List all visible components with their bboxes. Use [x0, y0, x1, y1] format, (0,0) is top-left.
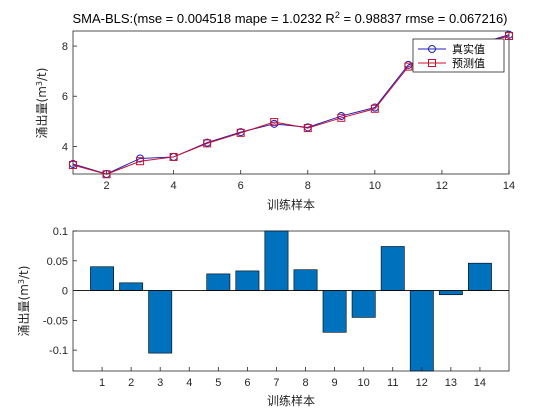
bar-x-tick-label: 3: [157, 377, 163, 389]
bar-y-tick-label: -0.05: [43, 315, 68, 327]
bar-x-tick-label: 7: [273, 377, 279, 389]
bar: [322, 290, 347, 333]
bar: [409, 290, 434, 372]
line-x-tick-label: 10: [369, 180, 381, 192]
bar-y-tick-label: 0.1: [53, 226, 68, 238]
bar-plot-area: [72, 230, 510, 372]
bar-x-tick-label: 10: [358, 377, 370, 389]
bar-y-axis-label: 涌出量(m3/t): [17, 266, 31, 337]
bar-x-tick-label: 6: [244, 377, 250, 389]
bar-x-tick-label: 8: [302, 377, 308, 389]
bar-y-tick-label: -0.1: [49, 345, 68, 357]
legend-marker-true: [428, 45, 436, 53]
line-x-axis-label: 训练样本: [267, 197, 315, 212]
predicted-value-point: [270, 118, 279, 127]
line-x-tick-label: 12: [436, 180, 448, 192]
bar: [293, 269, 318, 291]
bar-y-tick-label: 0: [62, 286, 68, 298]
bar: [148, 290, 173, 354]
predicted-value-point: [203, 139, 212, 148]
line-x-tick-label: 4: [171, 180, 177, 192]
bar-x-tick-label: 11: [387, 377, 398, 389]
line-y-tick-label: 8: [62, 41, 68, 53]
line-x-tick-label: 8: [305, 180, 311, 192]
bar-x-tick-label: 2: [128, 377, 134, 389]
predicted-value-point: [169, 152, 178, 161]
bar: [235, 270, 260, 291]
legend: 真实值 预测值: [412, 38, 505, 73]
legend-label-true: 真实值: [452, 42, 485, 56]
predicted-value-point: [303, 124, 312, 133]
line-y-tick-label: 4: [62, 141, 68, 153]
line-x-tick-label: 6: [238, 180, 244, 192]
bar-x-tick-label: 14: [474, 377, 486, 389]
bar: [264, 230, 289, 291]
bar: [380, 246, 405, 291]
predicted-value-point: [236, 128, 245, 137]
bar-y-tick-label: 0.05: [47, 256, 68, 268]
bar: [119, 282, 144, 291]
bar: [468, 262, 492, 291]
predicted-value-point: [136, 157, 145, 166]
line-y-tick-label: 6: [62, 91, 68, 103]
line-x-tick-label: 2: [103, 180, 109, 192]
bar-x-tick-label: 12: [416, 377, 428, 389]
bar: [438, 290, 463, 296]
bar-x-axis-label: 训练样本: [267, 393, 315, 408]
bar-x-tick-label: 13: [445, 377, 457, 389]
bar-x-tick-label: 1: [99, 377, 105, 389]
predicted-value-point: [337, 113, 346, 122]
line-x-tick-label: 14: [503, 180, 515, 192]
bar: [90, 266, 114, 291]
legend-label-pred: 预测值: [452, 57, 485, 70]
bar-x-tick-label: 4: [186, 377, 192, 389]
bar-x-tick-label: 5: [215, 377, 221, 389]
bar: [206, 273, 231, 291]
line-y-axis-label: 涌出量(m3/t): [35, 68, 49, 139]
bar-x-tick-label: 9: [332, 377, 338, 389]
bar: [351, 290, 376, 318]
predicted-value-point: [505, 32, 513, 41]
predicted-value-point: [370, 104, 379, 113]
predicted-value-point: [69, 160, 77, 169]
line-chart-title: SMA-BLS:(mse = 0.004518 mape = 1.0232 R2…: [72, 10, 507, 26]
line-chart-panel: SMA-BLS:(mse = 0.004518 mape = 1.0232 R2…: [35, 10, 515, 212]
predicted-value-point: [404, 62, 413, 71]
legend-marker-pred: [428, 59, 436, 67]
